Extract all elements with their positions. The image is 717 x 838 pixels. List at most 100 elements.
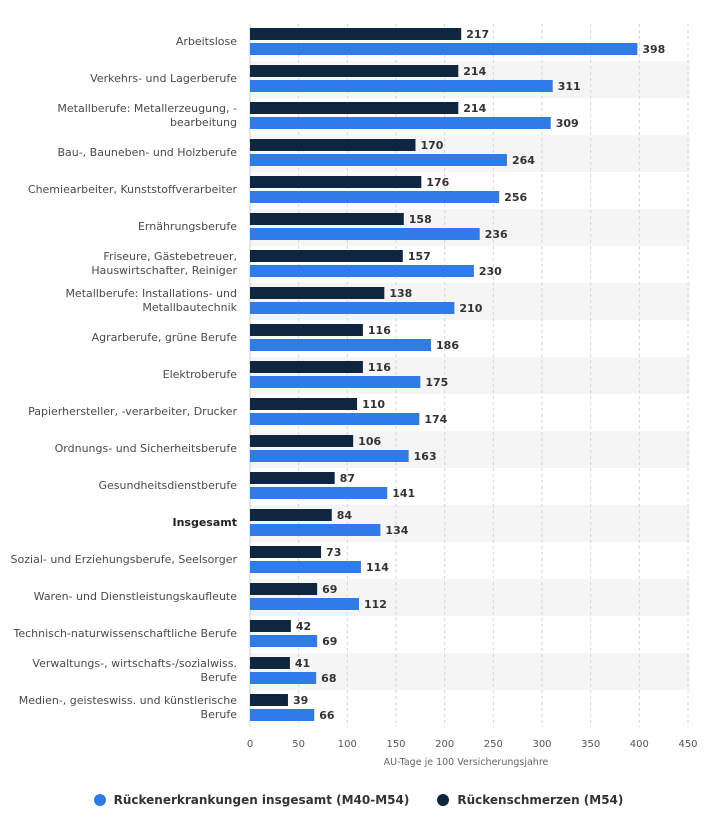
legend-label: Rückenerkrankungen insgesamt (M40-M54) (113, 793, 410, 807)
category-label: Medien-, geisteswiss. und künstlerische B… (19, 694, 237, 721)
bar-rueckenschmerzen (250, 472, 335, 484)
bar-rueckenerkrankungen (250, 524, 381, 536)
data-label: 69 (322, 635, 337, 648)
category-label: Metallberufe: Installations- und Metallba… (65, 287, 237, 314)
data-label: 114 (366, 561, 389, 574)
x-tick-label: 50 (292, 739, 305, 750)
bar-rueckenerkrankungen (250, 154, 507, 166)
data-label: 39 (293, 694, 308, 707)
bar-rueckenerkrankungen (250, 265, 474, 277)
data-label: 210 (459, 302, 482, 315)
data-label: 134 (385, 524, 408, 537)
bar-rueckenschmerzen (250, 28, 462, 40)
bar-rueckenerkrankungen (250, 709, 315, 721)
row-band (250, 653, 690, 690)
legend-item[interactable]: Rückenschmerzen (M54) (437, 793, 623, 807)
data-label: 106 (358, 435, 381, 448)
category-label: Verwaltungs-, wirtschafts-/sozialwiss. Be… (32, 657, 237, 684)
data-label: 112 (364, 598, 387, 611)
data-label: 214 (463, 65, 486, 78)
bar-rueckenerkrankungen (250, 635, 318, 647)
x-tick-label: 250 (484, 739, 503, 750)
data-label: 176 (426, 176, 449, 189)
category-label: Verkehrs- und Lagerberufe (90, 72, 237, 85)
bar-rueckenschmerzen (250, 657, 290, 669)
bar-rueckenschmerzen (250, 435, 354, 447)
data-label: 236 (485, 228, 508, 241)
data-label: 66 (319, 709, 335, 722)
bar-rueckenschmerzen (250, 139, 416, 151)
data-label: 256 (504, 191, 527, 204)
data-label: 87 (340, 472, 355, 485)
data-label: 41 (295, 657, 310, 670)
data-label: 73 (326, 546, 341, 559)
data-label: 311 (558, 80, 581, 93)
bar-rueckenerkrankungen (250, 302, 455, 314)
data-label: 69 (322, 583, 337, 596)
legend-item[interactable]: Rückenerkrankungen insgesamt (M40-M54) (93, 793, 410, 807)
data-label: 158 (409, 213, 432, 226)
category-label: Insgesamt (173, 516, 238, 529)
legend-marker-icon (437, 794, 450, 806)
x-tick-label: 150 (386, 739, 405, 750)
bar-rueckenschmerzen (250, 694, 288, 706)
data-label: 175 (425, 376, 448, 389)
x-tick-label: 0 (247, 739, 253, 750)
data-label: 84 (337, 509, 353, 522)
data-label: 68 (321, 672, 336, 685)
bar-rueckenerkrankungen (250, 450, 409, 462)
bar-rueckenschmerzen (250, 287, 385, 299)
category-label: Papierhersteller, -verarbeiter, Drucker (28, 405, 237, 418)
data-label: 116 (368, 324, 391, 337)
bar-rueckenerkrankungen (250, 376, 421, 388)
data-label: 138 (389, 287, 412, 300)
data-label: 141 (392, 487, 415, 500)
category-label: Friseure, Gästebetreuer, Hauswirtschafter… (91, 250, 237, 277)
data-label: 230 (479, 265, 502, 278)
category-label: Technisch-naturwissenschaftliche Berufe (13, 627, 238, 640)
bar-rueckenschmerzen (250, 324, 363, 336)
bar-chart: 217 398 Arbeitslose 214 311 Verkehrs- und Lag… (11, 24, 698, 768)
x-tick-label: 350 (581, 739, 600, 750)
category-label: Arbeitslose (176, 35, 237, 48)
x-tick-label: 450 (678, 739, 697, 750)
bar-rueckenschmerzen (250, 65, 459, 77)
chart-legend: Rückenerkrankungen insgesamt (M40-M54) Rü… (0, 793, 717, 809)
category-label: Ernährungsberufe (138, 220, 237, 233)
category-label: Sozial- und Erziehungsberufe, Seelsorger (11, 553, 238, 566)
bar-rueckenerkrankungen (250, 561, 361, 573)
bar-rueckenschmerzen (250, 213, 404, 225)
bar-rueckenerkrankungen (250, 43, 638, 55)
data-label: 116 (368, 361, 391, 374)
bar-rueckenerkrankungen (250, 672, 317, 684)
bar-rueckenschmerzen (250, 509, 332, 521)
bar-rueckenerkrankungen (250, 413, 420, 425)
data-label: 214 (463, 102, 486, 115)
legend-marker-icon (93, 794, 106, 806)
bar-rueckenschmerzen (250, 546, 322, 558)
data-label: 264 (512, 154, 535, 167)
bar-rueckenerkrankungen (250, 80, 553, 92)
legend-label: Rückenschmerzen (M54) (457, 793, 624, 807)
bar-rueckenschmerzen (250, 361, 363, 373)
x-tick-label: 400 (630, 739, 649, 750)
category-label: Bau-, Bauneben- und Holzberufe (57, 146, 237, 159)
bar-rueckenerkrankungen (250, 117, 551, 129)
x-tick-label: 100 (338, 739, 357, 750)
data-label: 309 (556, 117, 579, 130)
bar-rueckenerkrankungen (250, 339, 432, 351)
category-label: Gesundheitsdienstberufe (99, 479, 238, 492)
x-tick-label: 300 (532, 739, 551, 750)
bar-rueckenschmerzen (250, 620, 291, 632)
data-label: 110 (362, 398, 385, 411)
bar-rueckenerkrankungen (250, 598, 360, 610)
bar-rueckenschmerzen (250, 250, 403, 262)
data-label: 186 (436, 339, 459, 352)
data-label: 163 (414, 450, 437, 463)
data-label: 174 (424, 413, 447, 426)
bar-rueckenerkrankungen (250, 191, 500, 203)
bar-rueckenschmerzen (250, 398, 358, 410)
bar-rueckenschmerzen (250, 102, 459, 114)
category-label: Agrarberufe, grüne Berufe (92, 331, 238, 344)
bar-rueckenerkrankungen (250, 228, 480, 240)
